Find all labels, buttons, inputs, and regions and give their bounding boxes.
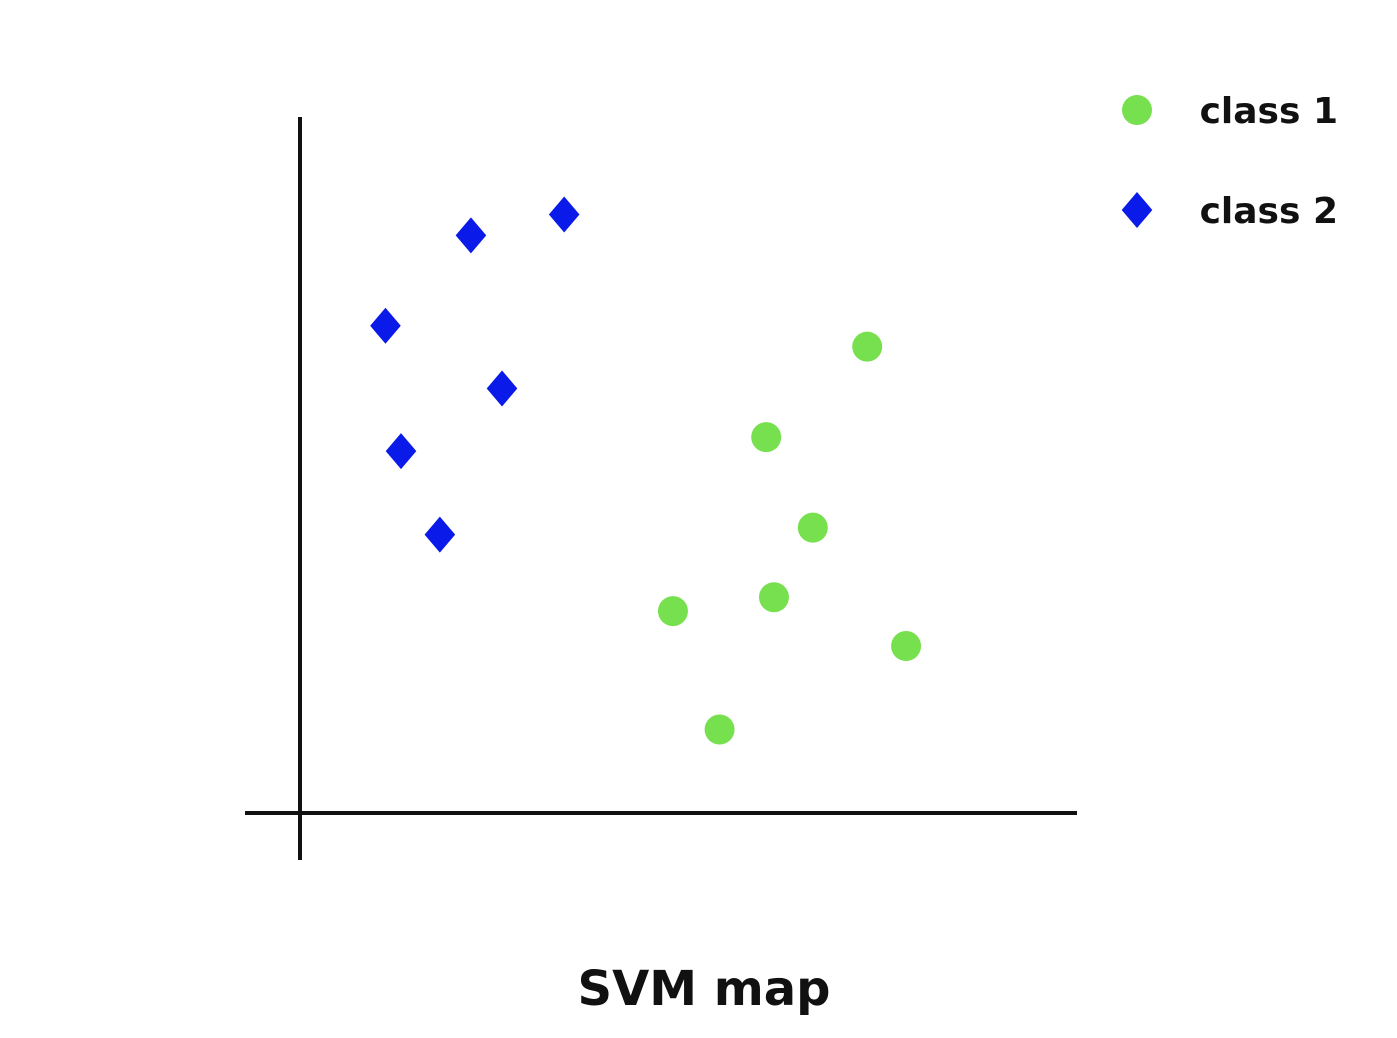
data-point-series-1-6: [891, 630, 922, 661]
data-point-series-1-1: [852, 331, 883, 362]
data-point-series-2-4: [486, 370, 518, 407]
data-point-series-1-4: [758, 582, 789, 613]
plot-points: [370, 196, 922, 745]
data-point-series-1-2: [751, 422, 782, 453]
legend-marker-series-1: [1122, 95, 1152, 125]
data-point-series-2-3: [370, 307, 401, 344]
data-point-series-2-6: [424, 516, 456, 553]
legend-label-series-1: class 1: [1200, 91, 1338, 132]
legend-marker-series-2: [1121, 192, 1153, 228]
data-point-series-1-7: [704, 714, 735, 745]
data-point-series-2-5: [385, 433, 417, 470]
legend: class 1 class 2: [1121, 91, 1338, 232]
data-point-series-1-3: [797, 512, 828, 543]
legend-label-series-2: class 2: [1200, 191, 1338, 232]
chart-title: SVM map: [578, 961, 831, 1017]
data-point-series-2-2: [455, 217, 487, 254]
data-point-series-1-5: [657, 596, 688, 627]
data-point-series-2-1: [548, 196, 580, 233]
